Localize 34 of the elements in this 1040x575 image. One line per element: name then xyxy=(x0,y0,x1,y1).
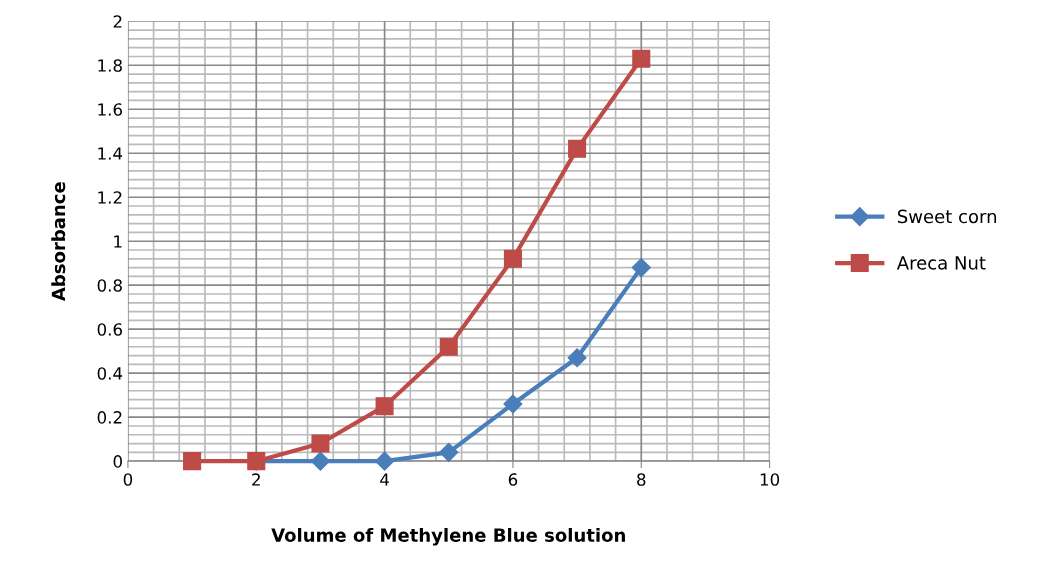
x-tick-label: 10 xyxy=(760,473,780,486)
y-tick-label: 1.2 xyxy=(98,191,122,204)
point xyxy=(439,442,459,462)
point xyxy=(439,337,458,356)
y-tick-label: 1.4 xyxy=(98,147,123,160)
y-tick-label: 1 xyxy=(114,235,122,248)
x-tick-label: 4 xyxy=(380,473,389,486)
x-tick-label: 8 xyxy=(637,473,646,486)
x-tick-label: 0 xyxy=(123,473,133,486)
point xyxy=(375,451,395,471)
x-axis-title: Volume of Methylene Blue solution xyxy=(271,527,625,546)
x-tick-label: 6 xyxy=(508,473,518,486)
point xyxy=(568,139,587,158)
point xyxy=(503,394,523,414)
y-tick-label: 0 xyxy=(113,455,122,468)
y-tick-label: 0.4 xyxy=(97,367,123,380)
point xyxy=(310,451,330,471)
point xyxy=(183,452,202,471)
point xyxy=(503,249,522,268)
legend-label: Areca Nut xyxy=(896,256,986,270)
y-tick-label: 0.6 xyxy=(97,323,123,336)
legend-label: Sweet corn xyxy=(897,209,997,224)
point xyxy=(567,348,587,368)
x-tick-label: 2 xyxy=(252,473,260,486)
point xyxy=(311,434,330,453)
y-axis-title: Absorbance xyxy=(51,182,66,302)
y-tick-label: 1.6 xyxy=(98,103,123,116)
point xyxy=(632,49,651,68)
y-tick-label: 0.8 xyxy=(97,279,122,292)
point xyxy=(375,397,394,416)
y-tick-label: 1.8 xyxy=(98,59,122,72)
point xyxy=(631,258,651,278)
y-tick-label: 0.2 xyxy=(97,411,122,424)
y-tick-label: 2 xyxy=(113,15,122,28)
